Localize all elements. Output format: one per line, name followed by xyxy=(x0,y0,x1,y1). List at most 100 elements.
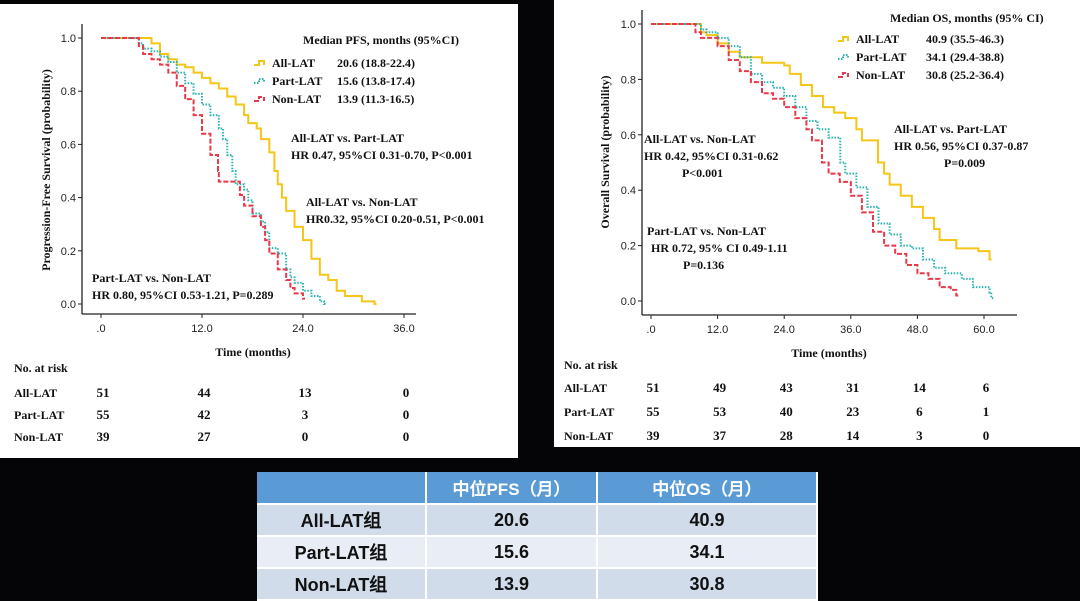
os-legend-title: Median OS, months (95% CI) xyxy=(890,11,1044,25)
os-chart: 0.0 0.2 0.4 0.6 0.8 1.0 .0 12.0 24.0 36.0 48.0 60.0… xyxy=(564,10,1044,443)
table-header-row: 中位PFS（月） 中位OS（月） xyxy=(257,472,818,505)
table-cell-group: Non-LAT组 xyxy=(257,569,427,601)
pfs-legend-title: Median PFS, months (95%CI) xyxy=(303,33,459,47)
hr-annotation-line: All-LAT vs. Part-LAT xyxy=(894,122,1007,136)
risk-table-value: 55 xyxy=(647,404,661,419)
hr-annotation-line: P=0.136 xyxy=(683,258,724,272)
risk-table-value: 43 xyxy=(780,380,794,395)
table-cell-group: Part-LAT组 xyxy=(257,537,427,569)
hr-annotation-line: HR 0.47, 95%CI 0.31-0.70, P<0.001 xyxy=(291,148,473,162)
legend-swatch-all-lat xyxy=(254,60,265,66)
table-row: Part-LAT组 15.6 34.1 xyxy=(257,537,818,569)
x-tick-label: 24.0 xyxy=(292,323,313,335)
legend-label: Part-LAT xyxy=(856,50,906,64)
risk-table-value: 6 xyxy=(983,380,990,395)
risk-table-value: 42 xyxy=(198,407,211,422)
legend-swatch-non-lat xyxy=(838,72,849,78)
pfs-x-axis-label: Time (months) xyxy=(215,345,290,359)
hr-annotation-line: P=0.009 xyxy=(944,156,985,170)
risk-table-group: Part-LAT xyxy=(14,408,64,422)
legend-median: 15.6 (13.8-17.4) xyxy=(337,74,415,88)
hr-annotation-line: HR 0.80, 95%CI 0.53-1.21, P=0.289 xyxy=(92,288,274,302)
os-x-axis-label: Time (months) xyxy=(791,346,866,360)
risk-table-value: 14 xyxy=(913,380,927,395)
y-tick-label: 0.4 xyxy=(61,193,76,205)
legend-label: Non-LAT xyxy=(272,92,321,106)
pfs-chart-panel: 0.0 0.2 0.4 0.6 0.8 1.0 .0 12.0 24.0 36.0 Progres… xyxy=(0,4,518,458)
risk-table-group: Part-LAT xyxy=(564,405,614,419)
table-cell-pfs: 13.9 xyxy=(427,569,598,601)
risk-table-value: 28 xyxy=(780,428,794,443)
risk-table-value: 6 xyxy=(916,404,923,419)
x-tick-label: 12.0 xyxy=(191,323,212,335)
legend-median: 20.6 (18.8-22.4) xyxy=(337,56,415,70)
pfs-chart: 0.0 0.2 0.4 0.6 0.8 1.0 .0 12.0 24.0 36.0 Progres… xyxy=(14,24,485,444)
risk-table-value: 31 xyxy=(846,380,859,395)
hr-annotation-line: Part-LAT vs. Non-LAT xyxy=(92,271,211,285)
risk-table-group: Non-LAT xyxy=(14,430,63,444)
risk-table-value: 1 xyxy=(983,404,990,419)
km-curve-all-lat xyxy=(651,23,992,261)
risk-table-value: 0 xyxy=(403,407,410,422)
x-tick-label: 24.0 xyxy=(773,324,794,336)
km-curve-part-lat xyxy=(651,23,994,300)
risk-table-value: 44 xyxy=(198,385,212,400)
hr-annotation-line: HR 0.56, 95%CI 0.37-0.87 xyxy=(894,139,1028,153)
y-tick-label: 0.8 xyxy=(61,86,76,98)
hr-annotation-line: HR 0.72, 95% CI 0.49-1.11 xyxy=(651,241,788,255)
y-tick-label: 0.8 xyxy=(621,74,636,86)
table-row: All-LAT组 20.6 40.9 xyxy=(257,505,818,537)
km-curve-non-lat xyxy=(101,37,305,300)
table-cell-os: 40.9 xyxy=(598,505,818,537)
risk-table-value: 23 xyxy=(846,404,860,419)
risk-table-value: 0 xyxy=(302,429,309,444)
os-y-axis-label: Overall Survival (probability) xyxy=(598,75,612,228)
legend-median: 40.9 (35.5-46.3) xyxy=(926,32,1004,46)
legend-swatch-all-lat xyxy=(838,36,849,42)
median-summary-table: 中位PFS（月） 中位OS（月） All-LAT组 20.6 40.9 Part… xyxy=(257,472,818,601)
legend-swatch-part-lat xyxy=(838,54,849,60)
os-chart-panel: 0.0 0.2 0.4 0.6 0.8 1.0 .0 12.0 24.0 36.0 48.0 60.0… xyxy=(554,0,1080,447)
x-tick-label: 12.0 xyxy=(707,324,728,336)
y-tick-label: 1.0 xyxy=(621,19,636,31)
table-row: Non-LAT组 13.9 30.8 xyxy=(257,569,818,601)
hr-annotation-line: HR0.32, 95%CI 0.20-0.51, P<0.001 xyxy=(306,212,485,226)
risk-table-group: All-LAT xyxy=(564,381,607,395)
hr-annotation-line: All-LAT vs. Non-LAT xyxy=(644,132,756,146)
y-tick-label: 0.6 xyxy=(621,130,636,142)
risk-table-value: 14 xyxy=(846,428,860,443)
legend-label: Non-LAT xyxy=(856,68,905,82)
pfs-y-axis-label: Progression-Free Survival (probability) xyxy=(39,69,53,271)
y-tick-label: 0.4 xyxy=(621,185,636,197)
x-tick-label: 60.0 xyxy=(973,324,994,336)
risk-table-value: 3 xyxy=(302,407,309,422)
hr-annotation-line: Part-LAT vs. Non-LAT xyxy=(647,224,766,238)
risk-table-value: 39 xyxy=(97,429,111,444)
risk-table-value: 53 xyxy=(713,404,727,419)
legend-label: All-LAT xyxy=(272,56,315,70)
risk-table-value: 0 xyxy=(403,385,410,400)
hr-annotation-line: All-LAT vs. Part-LAT xyxy=(291,131,404,145)
risk-table-value: 40 xyxy=(780,404,793,419)
hr-annotation-line: All-LAT vs. Non-LAT xyxy=(306,195,418,209)
risk-table-value: 51 xyxy=(647,380,660,395)
table-cell-pfs: 20.6 xyxy=(427,505,598,537)
risk-table-value: 3 xyxy=(916,428,923,443)
risk-table-value: 13 xyxy=(299,385,313,400)
x-tick-label: 48.0 xyxy=(907,324,928,336)
km-curve-all-lat xyxy=(101,37,377,305)
legend-median: 30.8 (25.2-36.4) xyxy=(926,68,1004,82)
x-tick-label: .0 xyxy=(96,323,105,335)
risk-table-value: 37 xyxy=(713,428,727,443)
risk-table-title: No. at risk xyxy=(564,358,618,372)
x-tick-label: .0 xyxy=(646,324,655,336)
x-tick-label: 36.0 xyxy=(393,323,414,335)
risk-table-value: 39 xyxy=(647,428,661,443)
risk-table-value: 51 xyxy=(97,385,110,400)
legend-median: 13.9 (11.3-16.5) xyxy=(337,92,414,106)
hr-annotation-line: HR 0.42, 95%CI 0.31-0.62 xyxy=(644,149,778,163)
risk-table-value: 0 xyxy=(983,428,990,443)
risk-table-value: 27 xyxy=(198,429,212,444)
legend-swatch-non-lat xyxy=(254,96,265,102)
y-tick-label: 0.0 xyxy=(61,299,76,311)
